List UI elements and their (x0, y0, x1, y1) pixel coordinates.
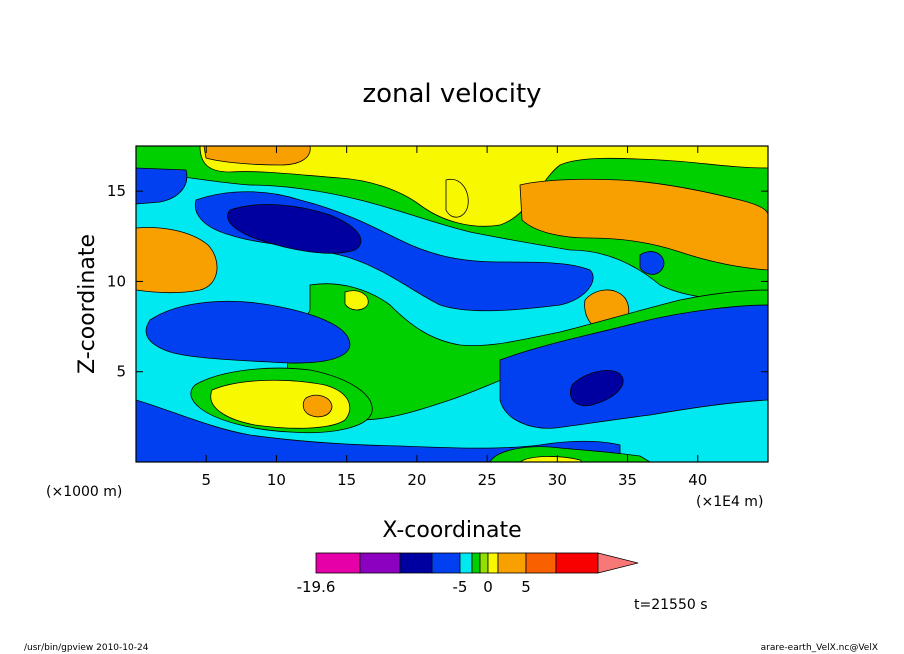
colorbar-label: 5 (521, 578, 531, 596)
y-tick-label: 10 (107, 272, 126, 290)
contour-top-left-blue (136, 167, 188, 205)
colorbar-segment (471, 552, 481, 574)
colorbar-segment (487, 552, 499, 574)
x-tick-label: 20 (407, 471, 426, 489)
contour-lower-orange (302, 394, 333, 418)
colorbar-segment (359, 552, 401, 574)
contour-middle-yellow (344, 290, 369, 311)
colorbar-extend-arrow (597, 552, 639, 574)
x-unit-left: (×1000 m) (46, 484, 122, 500)
contour-left-orange (136, 227, 218, 294)
contour-upper-orange (519, 178, 768, 271)
x-tick-label: 40 (688, 471, 707, 489)
colorbar-segment (431, 552, 461, 574)
y-tick-label: 5 (116, 363, 126, 381)
x-tick-label: 35 (618, 471, 637, 489)
time-label: t=21550 s (634, 597, 708, 613)
colorbar-label: 0 (483, 578, 493, 596)
x-tick-label: 25 (478, 471, 497, 489)
colorbar-segment (459, 552, 473, 574)
x-tick-label: 5 (201, 471, 211, 489)
contour-lower-blue (499, 304, 768, 429)
x-tick-label: 15 (337, 471, 356, 489)
contour-bottom-yellow (519, 456, 583, 462)
x-tick-label: 10 (267, 471, 286, 489)
footer-right: arare-earth_VelX.nc@VelX (761, 643, 878, 653)
contour-lower-dark-blue (570, 370, 624, 407)
contour-yellow-blob (445, 178, 469, 218)
contour-upper-dark-blue (227, 204, 362, 254)
contour-small-blue (639, 251, 665, 275)
contour-field (136, 146, 768, 462)
x-axis-label: X-coordinate (382, 518, 521, 543)
colorbar-segment (315, 552, 361, 574)
colorbar-segment (497, 552, 527, 574)
colorbar-label: -19.6 (297, 578, 336, 596)
footer-left: /usr/bin/gpview 2010-10-24 (24, 643, 149, 653)
colorbar-label: -5 (453, 578, 468, 596)
contour-bottom-blue (136, 399, 621, 462)
contour-left-blue (145, 300, 351, 364)
colorbar-segment (479, 552, 489, 574)
colorbar-segment (399, 552, 433, 574)
colorbar-segment (555, 552, 599, 574)
x-axis: 5 10 15 20 25 30 35 40 (201, 146, 707, 489)
y-tick-label: 15 (107, 182, 126, 200)
contour-upper-yellow (199, 146, 768, 227)
plot-frame (135, 145, 769, 463)
contour-top-orange (203, 146, 311, 166)
colorbar-segment (525, 552, 557, 574)
y-axis: 5 10 15 (107, 182, 768, 381)
chart-title: zonal velocity (362, 79, 541, 109)
x-unit-right: (×1E4 m) (696, 494, 763, 510)
x-tick-label: 30 (548, 471, 567, 489)
y-axis-label: Z-coordinate (75, 234, 100, 374)
colorbar: -19.6 -5 0 5 (297, 552, 639, 596)
